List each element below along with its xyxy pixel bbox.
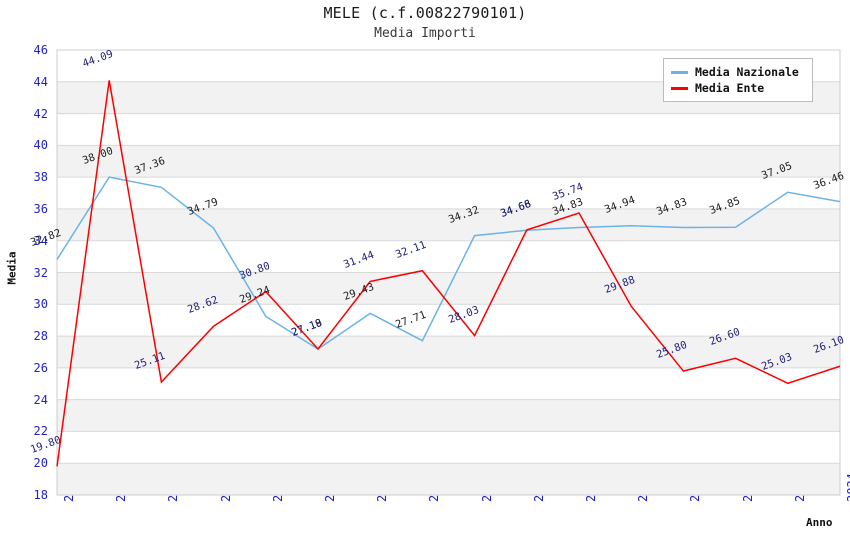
y-tick-label: 36	[33, 201, 48, 216]
y-axis-ticks: 18 20 22 24 26 28 30 32 34 36 38 40 42 44 46	[0, 0, 48, 550]
legend-label: Media Ente	[695, 81, 765, 95]
y-tick-label: 32	[33, 265, 48, 280]
y-tick-label: 26	[33, 360, 48, 375]
chart-title: MELE (c.f.00822790101)	[323, 4, 527, 22]
legend-swatch-icon	[671, 86, 688, 90]
y-tick-label: 42	[33, 106, 48, 121]
y-tick-label: 38	[33, 170, 48, 185]
series-lines	[56, 80, 841, 467]
chart-subtitle: Media Importi	[374, 26, 476, 41]
legend-swatch-icon	[671, 70, 688, 74]
y-tick-label: 34	[33, 233, 48, 248]
x-axis-label: Anno	[806, 516, 833, 529]
chart-legend: Media Nazionale Media Ente	[663, 58, 813, 102]
y-tick-label: 22	[33, 424, 48, 439]
y-tick-label: 40	[33, 138, 48, 153]
y-tick-label: 44	[33, 74, 48, 89]
legend-label: Media Nazionale	[695, 65, 799, 79]
series-line	[56, 80, 841, 467]
legend-item-media-ente: Media Ente	[671, 80, 805, 96]
legend-item-media-nazionale: Media Nazionale	[671, 64, 805, 80]
y-tick-label: 28	[33, 329, 48, 344]
y-tick-label: 18	[33, 488, 48, 502]
y-tick-label: 30	[33, 297, 48, 312]
series-line	[56, 176, 841, 351]
plot-border	[56, 49, 841, 496]
y-tick-label: 46	[33, 43, 48, 57]
y-tick-label: 24	[33, 392, 48, 407]
y-tick-label: 20	[33, 456, 48, 471]
